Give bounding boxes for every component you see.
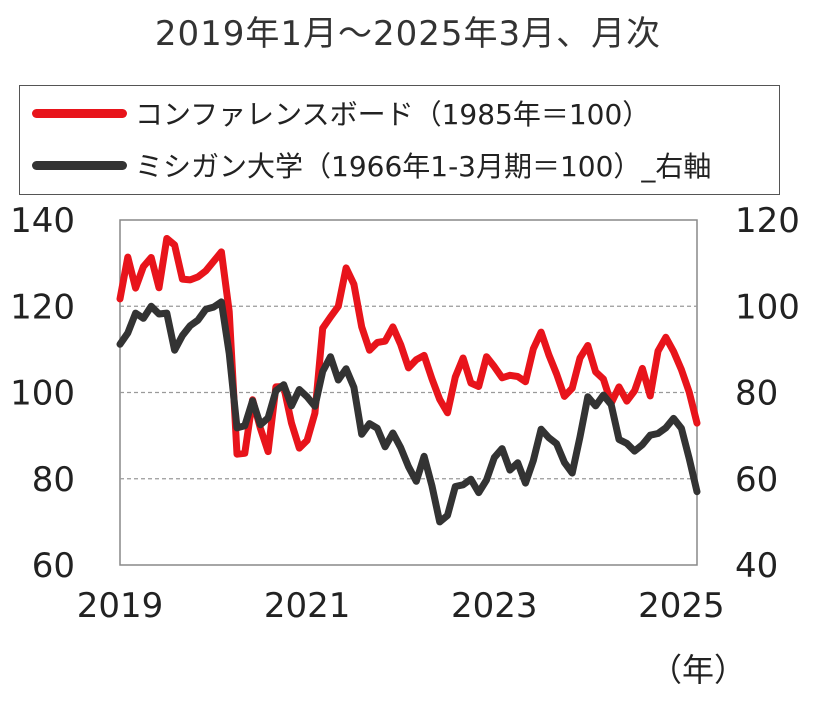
y-left-tick-label-2: 100 (10, 374, 75, 414)
y-left-tick-label-0: 60 (32, 546, 75, 586)
legend-label-michigan: ミシガン大学（1966年1-3月期＝100）_右軸 (135, 150, 712, 183)
y-left-tick-label-1: 80 (32, 460, 75, 500)
y-left-tick-label-4: 140 (10, 201, 75, 241)
legend-swatch-michigan (32, 160, 127, 170)
series-line-michigan (116, 298, 701, 526)
x-tick-label-3: 2025 (638, 586, 725, 626)
x-tick-label-1: 2021 (264, 586, 351, 626)
chart-title: 2019年1月～2025年3月、月次 (154, 14, 662, 54)
y-right-tick-label-4: 120 (735, 201, 800, 241)
x-tick-label-0: 2019 (77, 586, 164, 626)
legend: コンファレンスボード（1985年＝100） ミシガン大学（1966年1-3月期＝… (19, 85, 780, 195)
legend-item-michigan: ミシガン大学（1966年1-3月期＝100）_右軸 (32, 143, 711, 187)
y-right-tick-label-3: 100 (735, 287, 800, 327)
x-axis-unit: （年） (650, 651, 747, 689)
y-right-tick-label-2: 80 (735, 374, 778, 414)
y-right-tick-label-0: 40 (735, 546, 778, 586)
legend-label-conference-board: コンファレンスボード（1985年＝100） (135, 98, 651, 131)
series-line-conference-board (116, 235, 701, 458)
y-left-tick-label-3: 120 (10, 287, 75, 327)
legend-item-conference-board: コンファレンスボード（1985年＝100） (32, 91, 650, 135)
y-right-tick-label-1: 60 (735, 460, 778, 500)
legend-swatch-conference-board (32, 108, 127, 118)
x-tick-label-2: 2023 (451, 586, 538, 626)
